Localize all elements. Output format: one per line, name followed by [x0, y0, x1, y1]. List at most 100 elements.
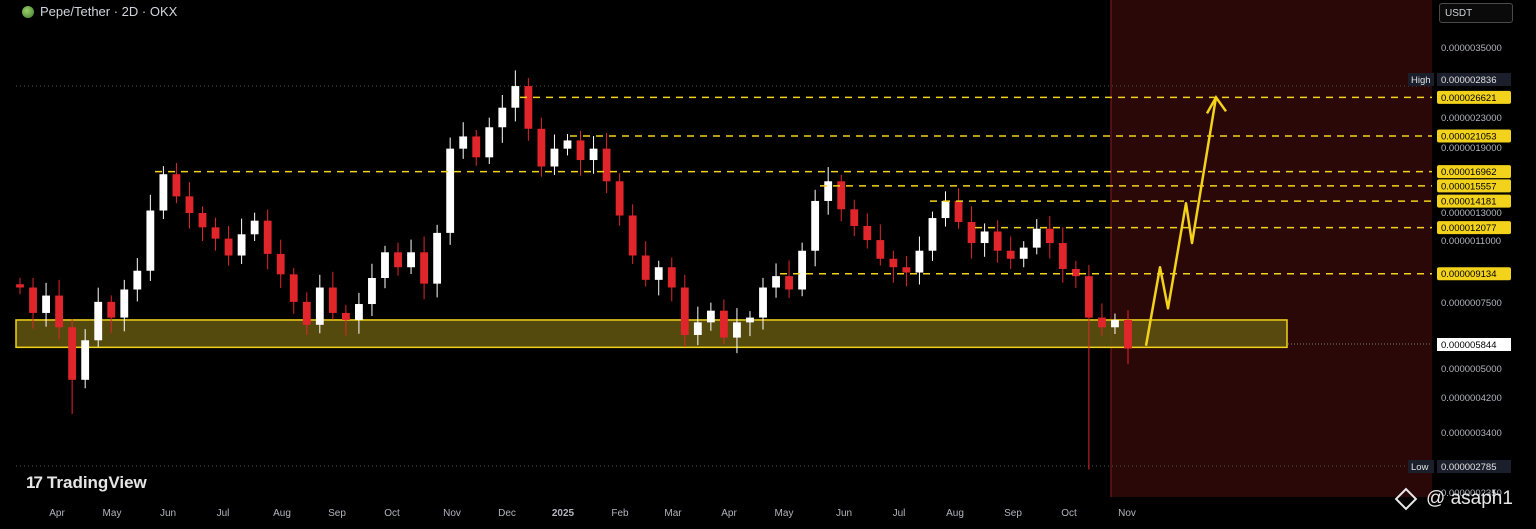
candle-body [498, 107, 507, 128]
x-tick-label: Oct [384, 508, 400, 519]
candle-body [1045, 228, 1054, 244]
high-tag [1408, 73, 1434, 86]
candle-body [81, 340, 90, 380]
projection-zone [1111, 0, 1432, 497]
x-tick-label: Nov [1118, 508, 1136, 519]
candle-body [420, 252, 429, 284]
high-value-badge [1437, 73, 1511, 86]
candle-body [511, 86, 520, 108]
candle-body [576, 140, 585, 161]
candle-body [315, 287, 324, 325]
candle-body [1019, 247, 1028, 259]
candle-body [237, 234, 246, 256]
y-tick-label: 0.0000002350 [1441, 488, 1502, 499]
candle-body [772, 276, 780, 288]
candle-body [146, 210, 155, 271]
candle-body [954, 200, 963, 222]
candle-body [811, 200, 820, 251]
candle-body [55, 295, 64, 328]
candle-body [302, 301, 311, 325]
y-tick-label: 0.0000007500 [1441, 298, 1502, 309]
tradingview-logo[interactable]: 17 TradingView [26, 473, 147, 493]
candle-body [1032, 228, 1041, 248]
candle-body [368, 277, 376, 305]
candle-body [42, 295, 50, 313]
resistance-level-value: 0.000012077 [1441, 223, 1496, 234]
x-tick-label: Mar [664, 508, 682, 519]
low-tag [1408, 460, 1434, 473]
candle-body [746, 317, 754, 323]
resistance-level-badge [1437, 267, 1511, 281]
x-tick-label: Apr [721, 508, 737, 519]
x-tick-label: May [103, 508, 122, 519]
resistance-level-value: 0.000026621 [1441, 93, 1496, 104]
candle-body [550, 148, 559, 167]
candle-body [980, 231, 989, 244]
resistance-level-value: 0.000016962 [1441, 167, 1496, 178]
x-tick-label: Jul [893, 508, 906, 519]
resistance-level-value: 0.000021053 [1441, 132, 1496, 143]
candle-body [902, 267, 911, 273]
x-tick-label: Oct [1061, 508, 1077, 519]
candle-body [563, 140, 572, 149]
candle-body [615, 181, 624, 216]
candle-body [355, 304, 363, 320]
candle-body [706, 310, 715, 323]
tradingview-label: TradingView [46, 473, 147, 492]
support-zone [15, 319, 1288, 349]
candle-body [589, 148, 598, 161]
candle-body [341, 312, 350, 320]
current-price-value: 0.000005844 [1441, 340, 1496, 351]
candle-body [433, 232, 442, 284]
candle-body [602, 148, 611, 182]
candle-body [16, 284, 24, 288]
y-tick-label: 0.0000023000 [1441, 113, 1502, 124]
candle-body [211, 227, 220, 239]
x-tick-label: Apr [49, 508, 65, 519]
candle-body [185, 196, 194, 213]
candle-body [785, 276, 793, 290]
candle-body [824, 181, 833, 201]
candle-body [29, 287, 37, 313]
candle-body [628, 215, 637, 256]
symbol-title[interactable]: Pepe/Tether · 2D · OKX [22, 4, 177, 19]
candle-body [680, 287, 689, 335]
y-tick-label: 0.0000035000 [1441, 43, 1502, 54]
candle-body [159, 174, 168, 211]
candle-body [733, 322, 741, 338]
candle-body [68, 327, 77, 380]
symbol-title-text: Pepe/Tether · 2D · OKX [40, 4, 178, 19]
x-tick-label: Dec [498, 508, 516, 519]
x-tick-label: Jun [160, 508, 176, 519]
resistance-level-badge [1437, 179, 1511, 193]
currency-selector[interactable]: USDT [1439, 3, 1513, 23]
candle-body [107, 301, 116, 318]
current-price-badge [1437, 338, 1511, 351]
resistance-level-value: 0.000014181 [1441, 197, 1496, 208]
tradingview-logo-icon: 17 [26, 473, 43, 492]
candle-body [993, 231, 1002, 251]
candle-body [537, 128, 546, 167]
y-tick-label: 0.0000004200 [1441, 393, 1502, 404]
y-tick-label: 0.0000003400 [1441, 428, 1502, 439]
x-tick-label: Jun [836, 508, 852, 519]
candle-body [1111, 319, 1119, 328]
candle-body [198, 212, 207, 228]
resistance-level-badge [1437, 129, 1511, 143]
candle-body [1071, 268, 1080, 277]
candle-body [459, 136, 468, 149]
low-tag-label: Low [1411, 462, 1429, 473]
candle-body [693, 322, 702, 335]
candle-body [667, 267, 676, 288]
resistance-level-badge [1437, 194, 1511, 208]
candle-body [1098, 317, 1106, 328]
y-tick-label: 0.0000011000 [1441, 236, 1501, 247]
candle-body [524, 86, 533, 129]
resistance-level-badge [1437, 165, 1511, 179]
candle-body [446, 148, 455, 233]
low-value-badge [1437, 460, 1511, 473]
candle-body [1084, 276, 1093, 318]
candle-body [850, 209, 859, 226]
candle-body [250, 220, 259, 235]
